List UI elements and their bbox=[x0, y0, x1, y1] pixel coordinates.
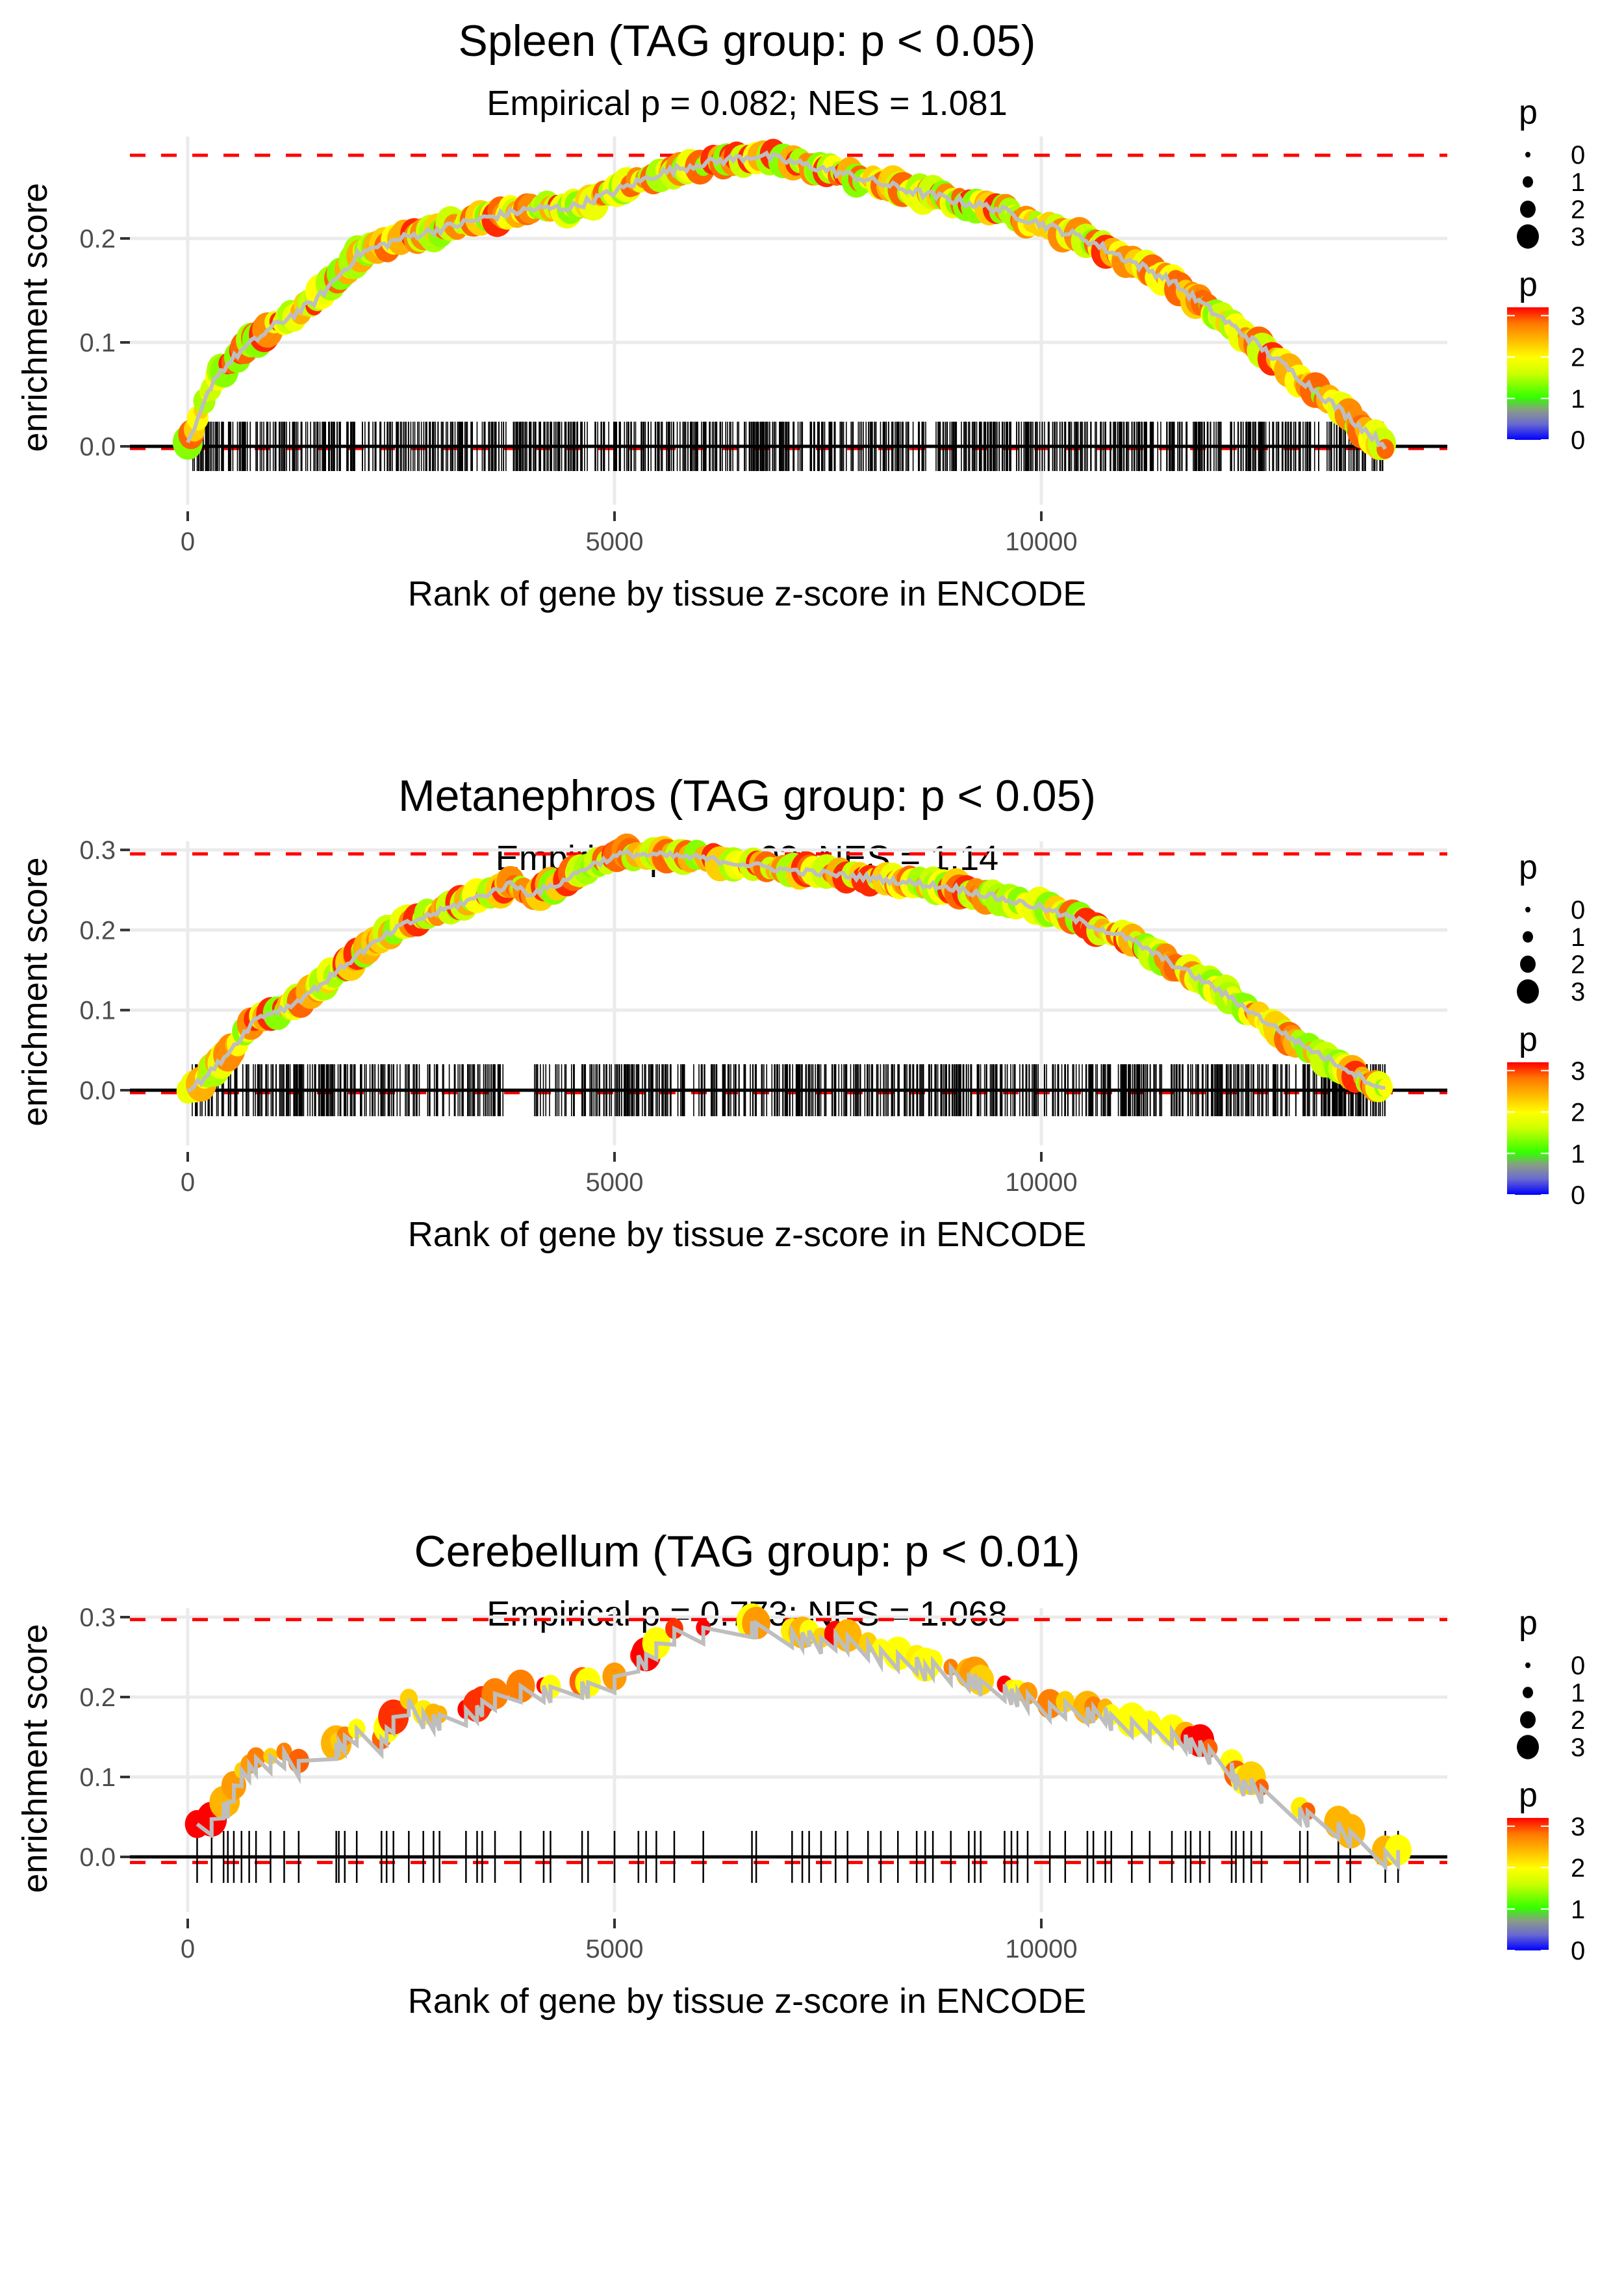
legend-size-dot bbox=[1517, 224, 1539, 249]
y-tick-label: 0.2 bbox=[79, 916, 116, 945]
legend-size-dot bbox=[1520, 1711, 1536, 1729]
y-tick-label: 0.1 bbox=[79, 997, 116, 1025]
y-tick-label: 0.2 bbox=[79, 225, 116, 253]
legend-size-dot bbox=[1523, 176, 1533, 188]
x-tick-label: 0 bbox=[181, 528, 195, 556]
legend-color-label: 0 bbox=[1571, 1937, 1585, 1965]
legend-size-dot bbox=[1523, 931, 1533, 943]
legend-size-label: 1 bbox=[1571, 1679, 1585, 1707]
y-axis-title: enrichment score bbox=[16, 183, 55, 452]
es-curve-line bbox=[196, 1619, 1401, 1872]
x-tick-label: 5000 bbox=[586, 528, 644, 556]
chart-panel-1: Spleen (TAG group: p < 0.05) Empirical p … bbox=[16, 16, 1585, 613]
colorbar bbox=[1507, 307, 1549, 440]
legend-size-dot bbox=[1517, 979, 1539, 1004]
legend-color-label: 2 bbox=[1571, 1099, 1585, 1127]
y-tick-label: 0.3 bbox=[79, 836, 116, 865]
legend-color-label: 2 bbox=[1571, 344, 1585, 372]
chart-title: Metanephros (TAG group: p < 0.05) bbox=[398, 771, 1096, 821]
colorbar bbox=[1507, 1818, 1549, 1950]
legend-colorbar: p 3 2 1 0 bbox=[1507, 266, 1585, 455]
chart-title: Cerebellum (TAG group: p < 0.01) bbox=[414, 1527, 1080, 1576]
legend-size-title: p bbox=[1519, 849, 1538, 886]
x-tick-label: 10000 bbox=[1005, 528, 1077, 556]
legend-color-title: p bbox=[1519, 1776, 1538, 1814]
legend-size-label: 2 bbox=[1571, 1706, 1585, 1735]
y-tick-label: 0.0 bbox=[79, 1077, 116, 1105]
y-tick-label: 0.1 bbox=[79, 1763, 116, 1792]
legend-size-label: 0 bbox=[1571, 896, 1585, 925]
legend-size-label: 1 bbox=[1571, 923, 1585, 952]
x-tick-label: 10000 bbox=[1005, 1168, 1077, 1197]
legend-size-label: 3 bbox=[1571, 1733, 1585, 1762]
y-tick-label: 0.1 bbox=[79, 329, 116, 357]
es-curve-line bbox=[186, 849, 1386, 1093]
x-tick-label: 10000 bbox=[1005, 1935, 1077, 1963]
x-tick-label: 0 bbox=[181, 1935, 195, 1963]
legend-colorbar: p 3 2 1 0 bbox=[1507, 1021, 1585, 1210]
legend-color-label: 1 bbox=[1571, 385, 1585, 413]
legend-color-label: 2 bbox=[1571, 1854, 1585, 1883]
y-axis-title: enrichment score bbox=[16, 1624, 55, 1893]
legend-color-label: 0 bbox=[1571, 1181, 1585, 1210]
legend-size-dot bbox=[1525, 151, 1530, 158]
es-curve-line bbox=[186, 150, 1388, 450]
chart-panel-2: Metanephros (TAG group: p < 0.05)Empiric… bbox=[16, 771, 1585, 1254]
legend-size-label: 1 bbox=[1571, 168, 1585, 197]
legend-size-title: p bbox=[1519, 94, 1538, 131]
legend-color-title: p bbox=[1519, 1021, 1538, 1058]
es-points bbox=[176, 833, 1393, 1104]
legend-size-dot bbox=[1525, 906, 1530, 913]
chart-title: Spleen (TAG group: p < 0.05) bbox=[459, 16, 1036, 66]
legend-color-label: 0 bbox=[1571, 426, 1585, 455]
x-axis-title: Rank of gene by tissue z-score in ENCODE bbox=[408, 1982, 1086, 2021]
legend-colorbar: p 3 2 1 0 bbox=[1507, 1776, 1585, 1965]
y-tick-label: 0.0 bbox=[79, 1843, 116, 1872]
legend-size-dot bbox=[1520, 200, 1536, 218]
legend-size-label: 0 bbox=[1571, 141, 1585, 170]
legend-color-label: 1 bbox=[1571, 1895, 1585, 1924]
legend-size-label: 0 bbox=[1571, 1652, 1585, 1680]
x-axis-title: Rank of gene by tissue z-score in ENCODE bbox=[408, 574, 1086, 613]
legend-size-dot bbox=[1517, 1735, 1539, 1759]
x-tick-label: 0 bbox=[181, 1168, 195, 1197]
legend-color-title: p bbox=[1519, 266, 1538, 303]
y-tick-label: 0.3 bbox=[79, 1603, 116, 1632]
legend-color-label: 1 bbox=[1571, 1140, 1585, 1168]
legend-size-title: p bbox=[1519, 1604, 1538, 1642]
chart-subtitle: Empirical p = 0.082; NES = 1.081 bbox=[487, 84, 1007, 123]
y-tick-label: 0.0 bbox=[79, 433, 116, 461]
legend-color-label: 3 bbox=[1571, 302, 1585, 331]
y-axis-title: enrichment score bbox=[16, 857, 55, 1126]
legend-size-label: 2 bbox=[1571, 951, 1585, 979]
legend-size-dot bbox=[1523, 1687, 1533, 1698]
legend-color-label: 3 bbox=[1571, 1057, 1585, 1086]
y-tick-label: 0.2 bbox=[79, 1683, 116, 1712]
x-tick-label: 5000 bbox=[586, 1935, 644, 1963]
es-points bbox=[172, 138, 1397, 461]
legend-size-label: 3 bbox=[1571, 223, 1585, 251]
x-tick-label: 5000 bbox=[586, 1168, 644, 1197]
legend-size-dot bbox=[1525, 1662, 1530, 1668]
es-point bbox=[1377, 1079, 1393, 1097]
legend-size-label: 2 bbox=[1571, 196, 1585, 224]
legend-size-dot bbox=[1520, 955, 1536, 973]
chart-panel-3: Cerebellum (TAG group: p < 0.01)Empirica… bbox=[16, 1527, 1585, 2021]
colorbar bbox=[1507, 1062, 1549, 1195]
legend-size-label: 3 bbox=[1571, 978, 1585, 1006]
x-axis-title: Rank of gene by tissue z-score in ENCODE bbox=[408, 1215, 1086, 1254]
legend-color-label: 3 bbox=[1571, 1813, 1585, 1841]
